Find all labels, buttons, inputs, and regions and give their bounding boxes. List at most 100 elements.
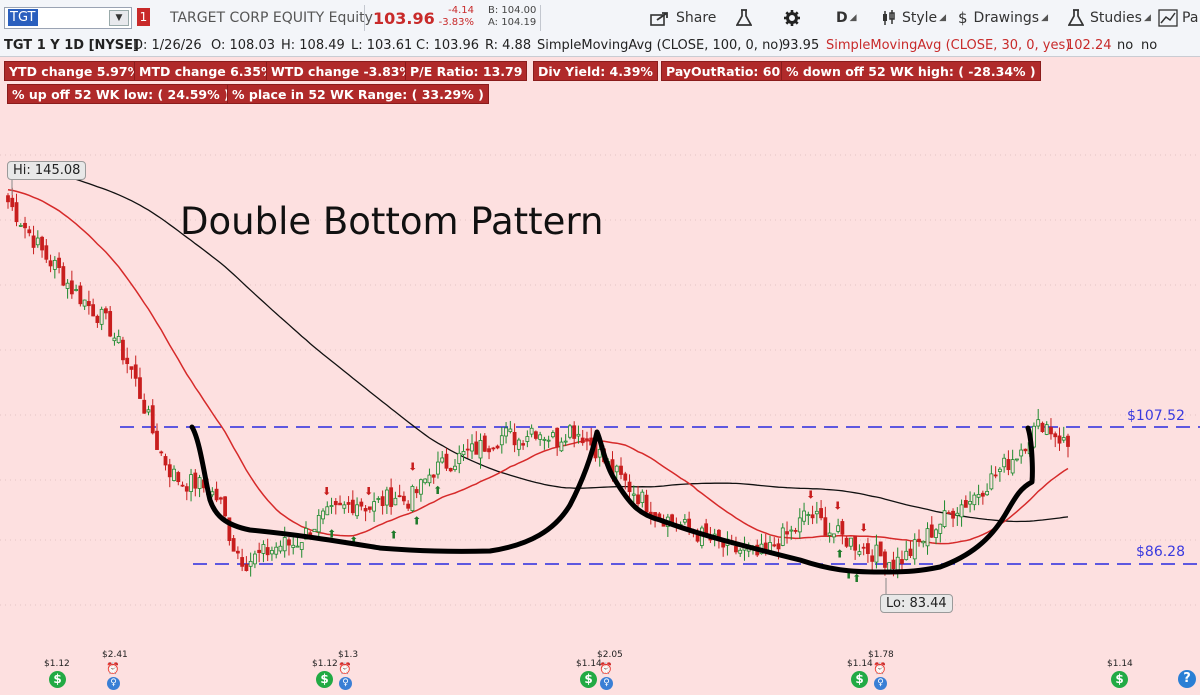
sell-arrow-icon: ⬇ xyxy=(859,521,868,534)
dividend-icon[interactable]: $ xyxy=(580,671,597,688)
earnings-icon[interactable]: ♀ xyxy=(874,677,887,690)
candle-body xyxy=(355,504,359,517)
dividend-amount: $1.14 xyxy=(576,659,602,669)
candle-body xyxy=(112,337,117,342)
sma100-line xyxy=(7,164,1069,523)
candle-body xyxy=(844,537,849,547)
studies-button[interactable]: Studies ◢ xyxy=(1068,0,1151,36)
payout-tag: PayOutRatio: 60.48% xyxy=(661,61,820,81)
candle-body xyxy=(495,445,500,449)
sma100-label[interactable]: SimpleMovingAvg (CLOSE, 100, 0, no) xyxy=(537,38,784,53)
buy-arrow-icon: ⬆ xyxy=(852,572,861,585)
flask-button[interactable] xyxy=(736,0,752,36)
candle-body xyxy=(129,366,134,370)
candle-body xyxy=(516,439,521,450)
candle-body xyxy=(985,490,990,496)
dividend-icon[interactable]: $ xyxy=(851,671,868,688)
symbol-dropdown-icon[interactable]: ▼ xyxy=(109,10,129,26)
candle-body xyxy=(955,512,960,516)
share-button[interactable]: Share xyxy=(650,0,716,36)
candle-body xyxy=(802,510,806,522)
dividend-icon[interactable]: $ xyxy=(49,671,66,688)
drawings-button[interactable]: $ Drawings ◢ xyxy=(958,0,1048,36)
candle-body xyxy=(104,308,108,314)
candle-body xyxy=(585,438,589,441)
ytd-tag: YTD change 5.97% xyxy=(4,61,146,81)
candle-body xyxy=(223,496,228,517)
candle-body xyxy=(453,465,457,470)
bid: B: 104.00 xyxy=(488,5,537,16)
earnings-icon[interactable]: ♀ xyxy=(339,677,352,690)
chevron-down-icon: ◢ xyxy=(939,13,947,23)
candle-body xyxy=(814,510,819,515)
period-button[interactable]: D ◢ xyxy=(836,0,857,36)
style-button[interactable]: Style ◢ xyxy=(880,0,946,36)
candle-body xyxy=(619,465,623,475)
candle-body xyxy=(997,468,1002,472)
candle-body xyxy=(48,260,53,267)
resistance-price-label: $107.52 xyxy=(1127,408,1185,424)
candle-body xyxy=(861,546,866,549)
candle-body xyxy=(972,494,977,506)
candle-body xyxy=(448,467,453,472)
candle-body xyxy=(278,545,283,552)
top-toolbar: TGT ▼ 1 TARGET CORP EQUITY Equity 103.96… xyxy=(0,0,1200,37)
candle-body xyxy=(827,532,832,536)
candle-body xyxy=(874,544,879,563)
candle-body xyxy=(1057,435,1062,444)
help-icon[interactable]: ? xyxy=(1178,670,1196,688)
candle-body xyxy=(35,237,40,246)
candle-body xyxy=(465,448,470,451)
candle-body xyxy=(904,550,909,561)
candle-body xyxy=(295,545,300,548)
settings-button[interactable] xyxy=(783,0,801,36)
divider xyxy=(364,5,365,31)
candle-body xyxy=(772,544,777,547)
bid-ask: B: 104.00 A: 104.19 xyxy=(488,5,536,29)
flask-icon xyxy=(1068,9,1084,26)
buy-arrow-icon: ⬆ xyxy=(433,484,442,497)
dividend-icon[interactable]: $ xyxy=(316,671,333,688)
candle-body xyxy=(559,441,564,452)
candle-body xyxy=(487,448,491,453)
candle-body xyxy=(325,506,330,516)
earnings-icon[interactable]: ♀ xyxy=(107,677,120,690)
patterns-button[interactable]: Pa xyxy=(1158,0,1198,36)
candle-body xyxy=(95,315,100,323)
candle-body xyxy=(376,498,381,500)
candle-body xyxy=(521,443,526,446)
candle-body xyxy=(1066,435,1070,447)
candle-body xyxy=(1006,459,1011,471)
link-badge[interactable]: 1 xyxy=(137,8,150,26)
candle-body xyxy=(116,336,121,344)
pe-tag: P/E Ratio: 13.79 xyxy=(405,61,528,81)
candle-body xyxy=(197,477,202,489)
earnings-amount: $1.3 xyxy=(338,650,359,660)
candle-body xyxy=(823,517,828,536)
earnings-icon[interactable]: ♀ xyxy=(600,677,613,690)
sma30-label[interactable]: SimpleMovingAvg (CLOSE, 30, 0, yes) xyxy=(826,38,1071,53)
candle-body xyxy=(640,491,645,504)
chart-grid xyxy=(0,154,1200,606)
dividend-amount: $1.14 xyxy=(847,659,873,669)
candle-body xyxy=(508,428,513,433)
candle-body xyxy=(908,548,913,557)
candle-body xyxy=(555,427,560,448)
dividend-icon[interactable]: $ xyxy=(1111,671,1128,688)
candle-body xyxy=(976,494,981,498)
candle-body xyxy=(946,512,951,514)
candle-body xyxy=(189,474,193,492)
symbol-input[interactable]: TGT ▼ xyxy=(4,7,132,29)
candle-body xyxy=(763,542,768,550)
candle-body xyxy=(291,544,296,548)
candle-body xyxy=(333,500,338,506)
candle-body xyxy=(312,528,317,533)
buy-arrow-icon: ⬆ xyxy=(844,568,853,581)
candle-body xyxy=(819,508,823,519)
candle-body xyxy=(695,534,700,542)
sell-arrow-icon: ⬇ xyxy=(806,489,815,502)
candle-body xyxy=(1010,459,1015,474)
candle-body xyxy=(563,440,568,443)
candle-body xyxy=(248,560,253,567)
